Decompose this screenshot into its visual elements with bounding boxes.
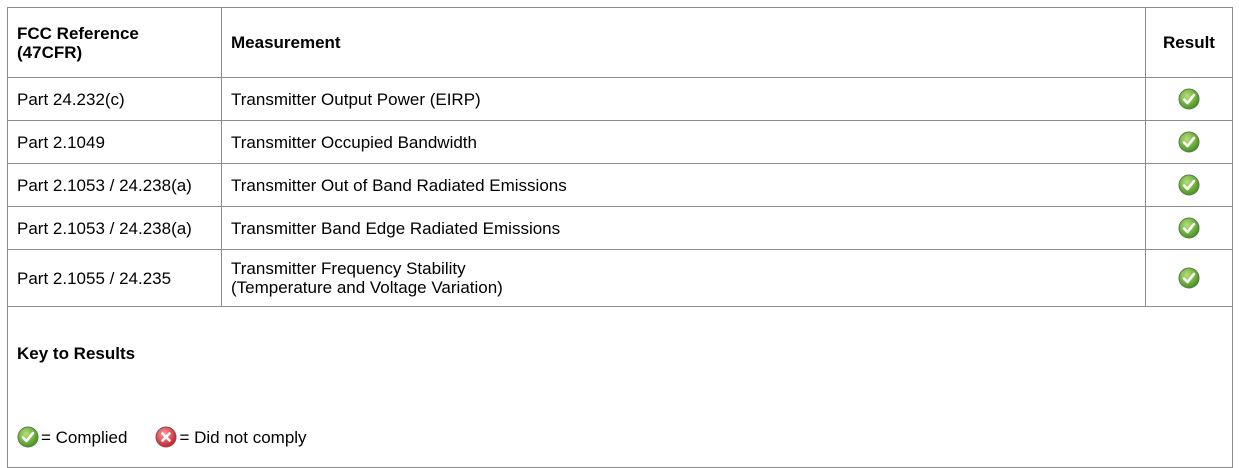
measurement-cell: Transmitter Frequency Stability (Tempera… [221, 249, 1146, 307]
table-row: Part 2.1053 / 24.238(a) Transmitter Out o… [7, 163, 1233, 207]
not-complied-icon [155, 426, 177, 448]
result-cell [1145, 249, 1233, 307]
result-cell [1145, 77, 1233, 121]
key-legend: = Complied = Did not comply [17, 426, 1223, 448]
measurement-cell: Transmitter Occupied Bandwidth [221, 120, 1146, 164]
header-cell: FCC Reference (47CFR) [7, 7, 222, 78]
complied-icon [1178, 88, 1200, 110]
page: FCC Reference (47CFR) Measurement Result… [7, 7, 1233, 468]
table-row: Part 2.1053 / 24.238(a) Transmitter Band … [7, 206, 1233, 250]
header-row: FCC Reference (47CFR) Measurement Result [7, 7, 1233, 78]
result-cell [1145, 163, 1233, 207]
reference-cell: Part 24.232(c) [7, 77, 222, 121]
header-cell: Measurement [221, 7, 1146, 78]
measurement-cell: Transmitter Out of Band Radiated Emissio… [221, 163, 1146, 207]
reference-cell: Part 2.1049 [7, 120, 222, 164]
results-table: FCC Reference (47CFR) Measurement Result… [7, 7, 1233, 468]
key-row: Key to Results = Complied = Did not comp… [7, 306, 1233, 468]
table-row: Part 24.232(c) Transmitter Output Power (… [7, 77, 1233, 121]
key-not-complied: = Did not comply [179, 427, 307, 447]
complied-icon [17, 426, 39, 448]
key-complied: = Complied [41, 427, 128, 447]
complied-icon [1178, 174, 1200, 196]
complied-icon [1178, 267, 1200, 289]
header-cell: Result [1145, 7, 1233, 78]
measurement-cell: Transmitter Band Edge Radiated Emissions [221, 206, 1146, 250]
complied-icon [1178, 131, 1200, 153]
table-row: Part 2.1055 / 24.235 Transmitter Frequenc… [7, 249, 1233, 307]
key-cell: Key to Results = Complied = Did not comp… [7, 306, 1233, 468]
key-title: Key to Results [17, 344, 136, 363]
reference-cell: Part 2.1053 / 24.238(a) [7, 206, 222, 250]
reference-cell: Part 2.1053 / 24.238(a) [7, 163, 222, 207]
result-cell [1145, 206, 1233, 250]
measurement-cell: Transmitter Output Power (EIRP) [221, 77, 1146, 121]
table-body: Part 24.232(c) Transmitter Output Power (… [7, 77, 1233, 307]
result-cell [1145, 120, 1233, 164]
complied-icon [1178, 217, 1200, 239]
reference-cell: Part 2.1055 / 24.235 [7, 249, 222, 307]
table-row: Part 2.1049 Transmitter Occupied Bandwidt… [7, 120, 1233, 164]
